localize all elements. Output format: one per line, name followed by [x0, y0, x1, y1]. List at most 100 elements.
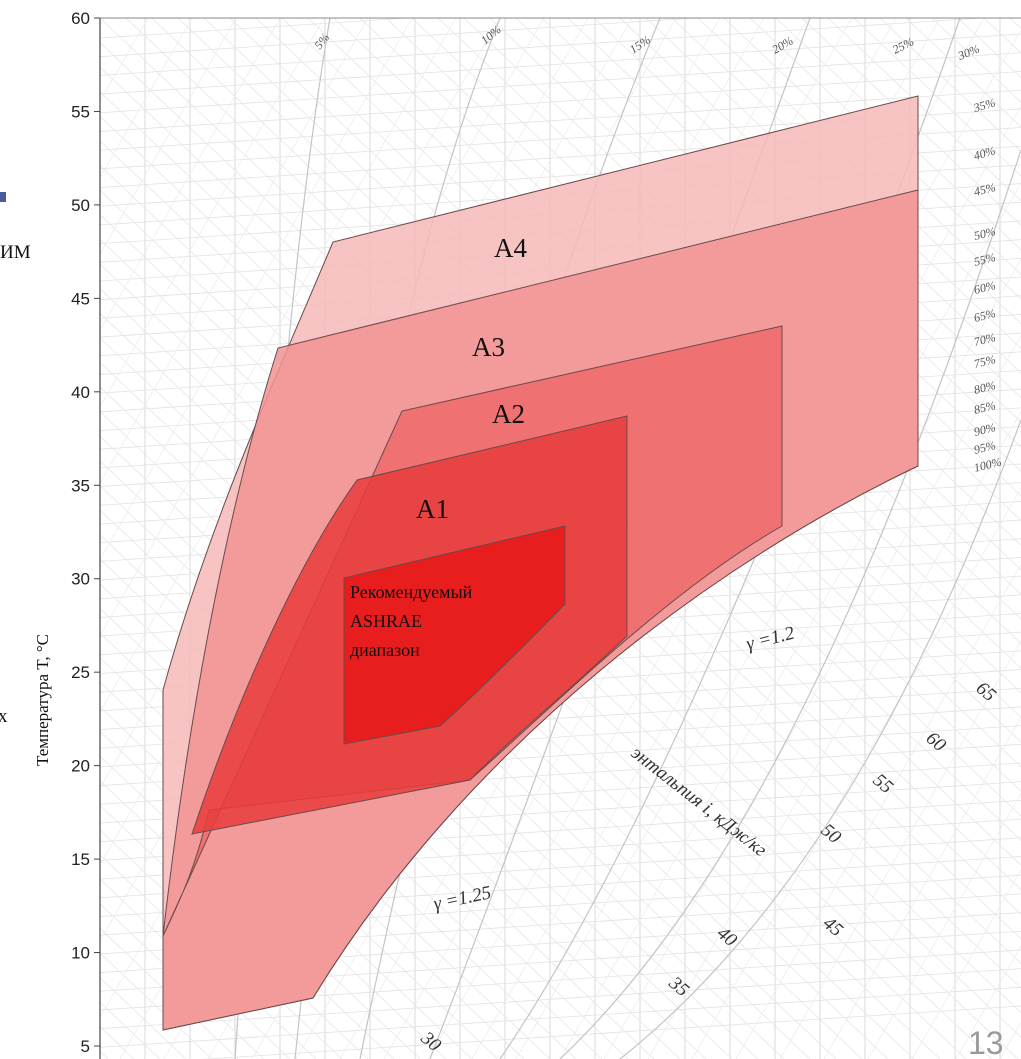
grid-rh-curve: [559, 149, 1021, 1059]
y-tick-label: 45: [71, 289, 90, 308]
grid-volume-line: [100, 18, 413, 561]
grid-volume-line: [647, 411, 1021, 1059]
rh-label: 60%: [972, 278, 997, 297]
rh-label: 85%: [972, 398, 997, 417]
grid-enthalpy-line: [0, 18, 30, 1059]
grid-temperature-line: [100, 18, 701, 58]
grid-temperature-line: [100, 18, 414, 39]
rh-label: 55%: [972, 250, 997, 269]
rh-label: 30%: [955, 42, 982, 64]
grid-enthalpy-line: [307, 18, 1021, 694]
rh-label: 25%: [890, 34, 916, 56]
grid-rh-curve: [619, 419, 1021, 1059]
grid-enthalpy-line: [827, 18, 1021, 202]
gamma-label-1: γ =1.2: [744, 623, 797, 655]
page-number: 13: [968, 1025, 1004, 1059]
grid-volume-line: [779, 640, 1021, 1059]
grid-enthalpy-line: [281, 18, 1021, 718]
zone-recommended: [343, 525, 566, 745]
chart-zones: [162, 95, 919, 1031]
grid-enthalpy-line: [0, 18, 82, 1059]
grid-enthalpy-line: [931, 18, 1021, 103]
grid-volume-line: [559, 258, 1021, 1059]
y-tick-label: 10: [71, 944, 90, 963]
grid-enthalpy-line: [801, 18, 1021, 226]
grid-enthalpy-line: [0, 18, 4, 1059]
grid-volume-line: [911, 869, 1021, 1059]
grid-enthalpy-line: [100, 878, 291, 1059]
rh-label: 10%: [478, 22, 504, 47]
grid-temperature-line: [100, 71, 1021, 132]
y-tick-label: 60: [71, 9, 90, 28]
grid-enthalpy-line: [905, 18, 1021, 128]
grid-volume-line: [867, 792, 1021, 1059]
enthalpy-label: 40: [713, 923, 741, 952]
grid-volume-line: [100, 18, 501, 713]
enthalpy-label: 50: [817, 820, 845, 849]
grid-enthalpy-line: [100, 1001, 161, 1059]
y-tick-label: 35: [71, 476, 90, 495]
rh-label: 90%: [972, 420, 997, 439]
grid-volume-line: [100, 18, 281, 332]
rh-label: 70%: [972, 330, 997, 349]
grid-enthalpy-line: [100, 558, 629, 1059]
enthalpy-label: 35: [664, 972, 693, 1001]
grid-volume-line: [515, 182, 1021, 1059]
grid-volume-line: [100, 18, 369, 484]
grid-enthalpy-line: [775, 18, 1021, 251]
grid-temperature-line: [100, 52, 1021, 114]
y-tick-label: 40: [71, 383, 90, 402]
grid-volume-line: [603, 334, 1021, 1059]
y-tick-label: 20: [71, 757, 90, 776]
zone-label-a4: A4: [494, 233, 527, 263]
grid-volume-line: [735, 563, 1021, 1059]
grid-enthalpy-line: [100, 1050, 109, 1059]
grid-enthalpy-line: [100, 534, 655, 1059]
rh-label: 75%: [972, 352, 997, 371]
recommended-label-line-1: Рекомендуемый: [350, 582, 473, 602]
grid-volume-line: [0, 18, 60, 1059]
grid-enthalpy-line: [255, 18, 1021, 743]
grid-enthalpy-line: [100, 509, 681, 1059]
grid-volume-line: [691, 487, 1021, 1059]
y-tick-label: 15: [71, 850, 90, 869]
recommended-label-line-2: ASHRAE: [350, 611, 422, 631]
grid-enthalpy-line: [100, 607, 577, 1059]
enthalpy-label: 45: [819, 913, 847, 941]
grid-enthalpy-line: [100, 583, 603, 1059]
edge-fragment-1: ИМ: [0, 242, 31, 263]
y-tick-label: 25: [71, 663, 90, 682]
rh-label: 40%: [972, 143, 997, 163]
grid-volume-line: [100, 18, 457, 637]
grid-volume-line: [823, 716, 1021, 1059]
rh-label: 20%: [770, 33, 796, 56]
y-tick-label: 55: [71, 102, 90, 121]
grid-volume-line: [100, 18, 325, 408]
y-axis-ticks: 5 10 15 20 25 30 35 40 45 50 55 60: [71, 9, 100, 1056]
grid-enthalpy-line: [333, 18, 1021, 669]
grid-volume-line: [0, 18, 16, 1059]
grid-volume-line: [100, 18, 149, 102]
y-tick-label: 30: [71, 570, 90, 589]
grid-enthalpy-line: [100, 829, 343, 1059]
rh-label: 95%: [972, 438, 997, 457]
enthalpy-label: 65: [972, 678, 1000, 706]
grid-temperature-line: [100, 968, 1021, 1030]
rh-label: 65%: [972, 306, 997, 325]
rh-label: 80%: [972, 378, 997, 397]
grid-enthalpy-line: [983, 18, 1021, 54]
recommended-label-line-3: диапазон: [350, 640, 420, 660]
grid-enthalpy-line: [100, 460, 733, 1059]
grid-volume-line: [100, 18, 105, 26]
grid-volume-line: [100, 18, 237, 255]
zone-label-a2: A2: [492, 399, 525, 429]
grid-enthalpy-line: [100, 854, 317, 1059]
grid-temperature-line: [100, 986, 1021, 1048]
rh-label: 50%: [972, 224, 997, 243]
slide-accent-bar: [0, 192, 6, 202]
rh-label: 35%: [971, 95, 997, 115]
rh-label: 45%: [972, 180, 997, 199]
edge-fragment-2: х: [0, 706, 8, 727]
grid-enthalpy-line: [100, 1026, 135, 1059]
